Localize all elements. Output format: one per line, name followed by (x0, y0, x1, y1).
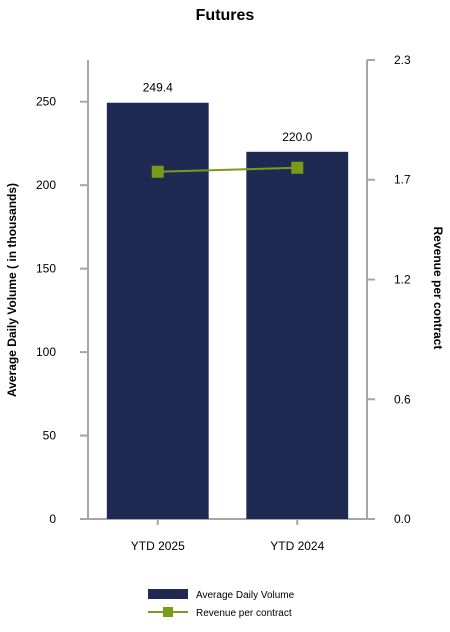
y2-tick-label: 1.2 (394, 273, 411, 287)
bar-data-label: 249.4 (143, 81, 173, 95)
y-axis-title: Average Daily Volume ( in thousands) (5, 183, 19, 397)
bar-average-daily-volume (106, 102, 209, 519)
y-tick-label: 100 (36, 345, 56, 359)
legend-swatch-revenue-marker (163, 607, 173, 617)
point-revenue-per-contract (291, 161, 304, 174)
legend-swatch-volume (148, 589, 188, 599)
y2-tick-label: 0.6 (394, 392, 411, 406)
y2-tick-label: 2.3 (394, 53, 411, 67)
y-tick-label: 150 (36, 262, 56, 276)
y2-axis-title: Revenue per contract (431, 227, 445, 350)
x-tick-label: YTD 2025 (131, 539, 185, 553)
chart-title: Futures (196, 7, 255, 24)
y-tick-label: 200 (36, 178, 56, 192)
bar-average-daily-volume (246, 151, 349, 520)
y-tick-label: 250 (36, 95, 56, 109)
x-tick-label: YTD 2024 (270, 539, 324, 553)
y-tick-label: 50 (43, 429, 57, 443)
y2-tick-label: 0.0 (394, 512, 411, 526)
line-revenue-per-contract (157, 166, 298, 173)
y-tick-label: 0 (49, 512, 56, 526)
legend: Average Daily Volume Revenue per contrac… (148, 589, 295, 619)
bar-data-label: 220.0 (282, 130, 312, 144)
legend-label-revenue: Revenue per contract (196, 608, 292, 619)
point-revenue-per-contract (151, 165, 164, 178)
plot-area: 0 50 100 150 200 250 0.0 0.6 1.2 1.7 2.3 YTD 2025 YT… (36, 53, 411, 553)
legend-label-volume: Average Daily Volume (196, 590, 295, 601)
y2-tick-label: 1.7 (394, 173, 411, 187)
